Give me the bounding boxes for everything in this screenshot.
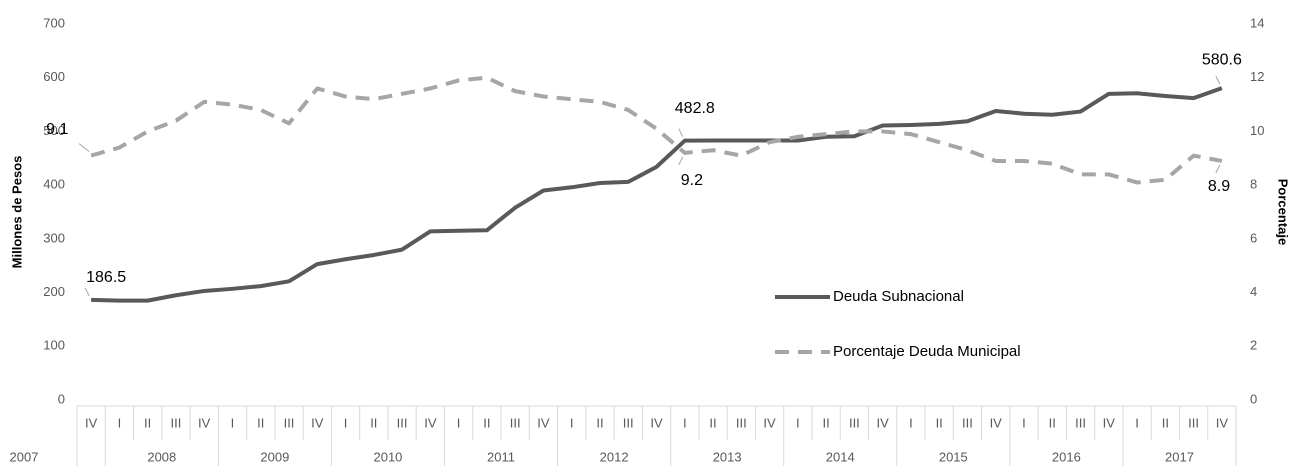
x-tick-label: II: [822, 415, 829, 430]
year-label: 2013: [713, 449, 742, 464]
x-tick-label: III: [962, 415, 973, 430]
x-tick-label: II: [370, 415, 377, 430]
year-label: 2010: [373, 449, 402, 464]
leader-line: [1215, 75, 1221, 85]
x-tick-label: II: [257, 415, 264, 430]
y2-tick-label: 2: [1250, 338, 1257, 353]
year-label: 2012: [600, 449, 629, 464]
x-tick-label: II: [1162, 415, 1169, 430]
y2-tick-label: 0: [1250, 391, 1257, 406]
x-tick-label: III: [623, 415, 634, 430]
x-tick-label: I: [796, 415, 800, 430]
x-tick-label: IV: [311, 415, 324, 430]
leader-line: [1215, 164, 1221, 174]
x-tick-label: II: [709, 415, 716, 430]
x-tick-label: IV: [990, 415, 1003, 430]
x-tick-label: III: [397, 415, 408, 430]
year-label: 2017: [1165, 449, 1194, 464]
x-tick-label: I: [457, 415, 461, 430]
x-tick-label: III: [510, 415, 521, 430]
y-axis-title: Millones de Pesos: [9, 156, 24, 269]
x-tick-label: IV: [537, 415, 550, 430]
data-label: 8.9: [1208, 178, 1230, 195]
year-label: 2008: [147, 449, 176, 464]
leader-line: [678, 128, 684, 137]
x-tick-label: IV: [1103, 415, 1116, 430]
x-tick-label: II: [1049, 415, 1056, 430]
x-tick-label: IV: [85, 415, 98, 430]
data-label: 482.8: [675, 100, 715, 117]
x-tick-label: IV: [650, 415, 663, 430]
x-tick-label: I: [231, 415, 235, 430]
x-tick-label: IV: [1216, 415, 1229, 430]
y2-tick-label: 4: [1250, 284, 1257, 299]
y2-tick-label: 6: [1250, 230, 1257, 245]
x-tick-label: I: [344, 415, 348, 430]
y-tick-label: 400: [43, 177, 65, 192]
legend-label: Porcentaje Deuda Municipal: [833, 343, 1021, 360]
x-tick-label: II: [936, 415, 943, 430]
x-tick-label: I: [909, 415, 913, 430]
data-label: 9.1: [46, 121, 68, 138]
y2-tick-label: 10: [1250, 123, 1264, 138]
x-tick-label: II: [596, 415, 603, 430]
data-label: 580.6: [1202, 51, 1242, 68]
x-tick-label: I: [1135, 415, 1139, 430]
y2-tick-label: 8: [1250, 177, 1257, 192]
year-label: 2009: [260, 449, 289, 464]
year-label: 2007: [10, 449, 39, 464]
y2-tick-label: 14: [1250, 15, 1264, 30]
y-tick-label: 200: [43, 284, 65, 299]
x-tick-label: III: [736, 415, 747, 430]
x-tick-label: IV: [876, 415, 889, 430]
year-label: 2014: [826, 449, 855, 464]
x-tick-label: III: [1075, 415, 1086, 430]
x-tick-label: II: [144, 415, 151, 430]
y-tick-label: 0: [58, 391, 65, 406]
year-label: 2016: [1052, 449, 1081, 464]
y2-axis-title: Porcentaje: [1276, 179, 1291, 245]
y-tick-label: 500: [43, 123, 65, 138]
x-tick-label: III: [1188, 415, 1199, 430]
y-tick-label: 600: [43, 69, 65, 84]
x-tick-label: I: [1022, 415, 1026, 430]
line-series: [91, 86, 1223, 303]
x-tick-label: I: [118, 415, 122, 430]
year-label: 2011: [487, 449, 515, 464]
x-tick-label: IV: [424, 415, 437, 430]
x-tick-label: IV: [763, 415, 776, 430]
x-tick-label: III: [171, 415, 182, 430]
leader-line: [84, 287, 90, 297]
x-tick-label: I: [683, 415, 687, 430]
data-label: 186.5: [86, 269, 126, 286]
data-label: 9.2: [681, 172, 703, 189]
x-tick-label: III: [284, 415, 295, 430]
legend-label: Deuda Subnacional: [833, 288, 964, 305]
y2-tick-label: 12: [1250, 69, 1264, 84]
x-tick-label: IV: [198, 415, 211, 430]
y-tick-label: 100: [43, 338, 65, 353]
year-label: 2015: [939, 449, 968, 464]
x-tick-label: III: [849, 415, 860, 430]
leader-line: [78, 143, 90, 152]
leader-line: [678, 156, 684, 166]
y-tick-label: 700: [43, 15, 65, 30]
x-tick-label: I: [570, 415, 574, 430]
y-tick-label: 300: [43, 230, 65, 245]
x-tick-label: II: [483, 415, 490, 430]
